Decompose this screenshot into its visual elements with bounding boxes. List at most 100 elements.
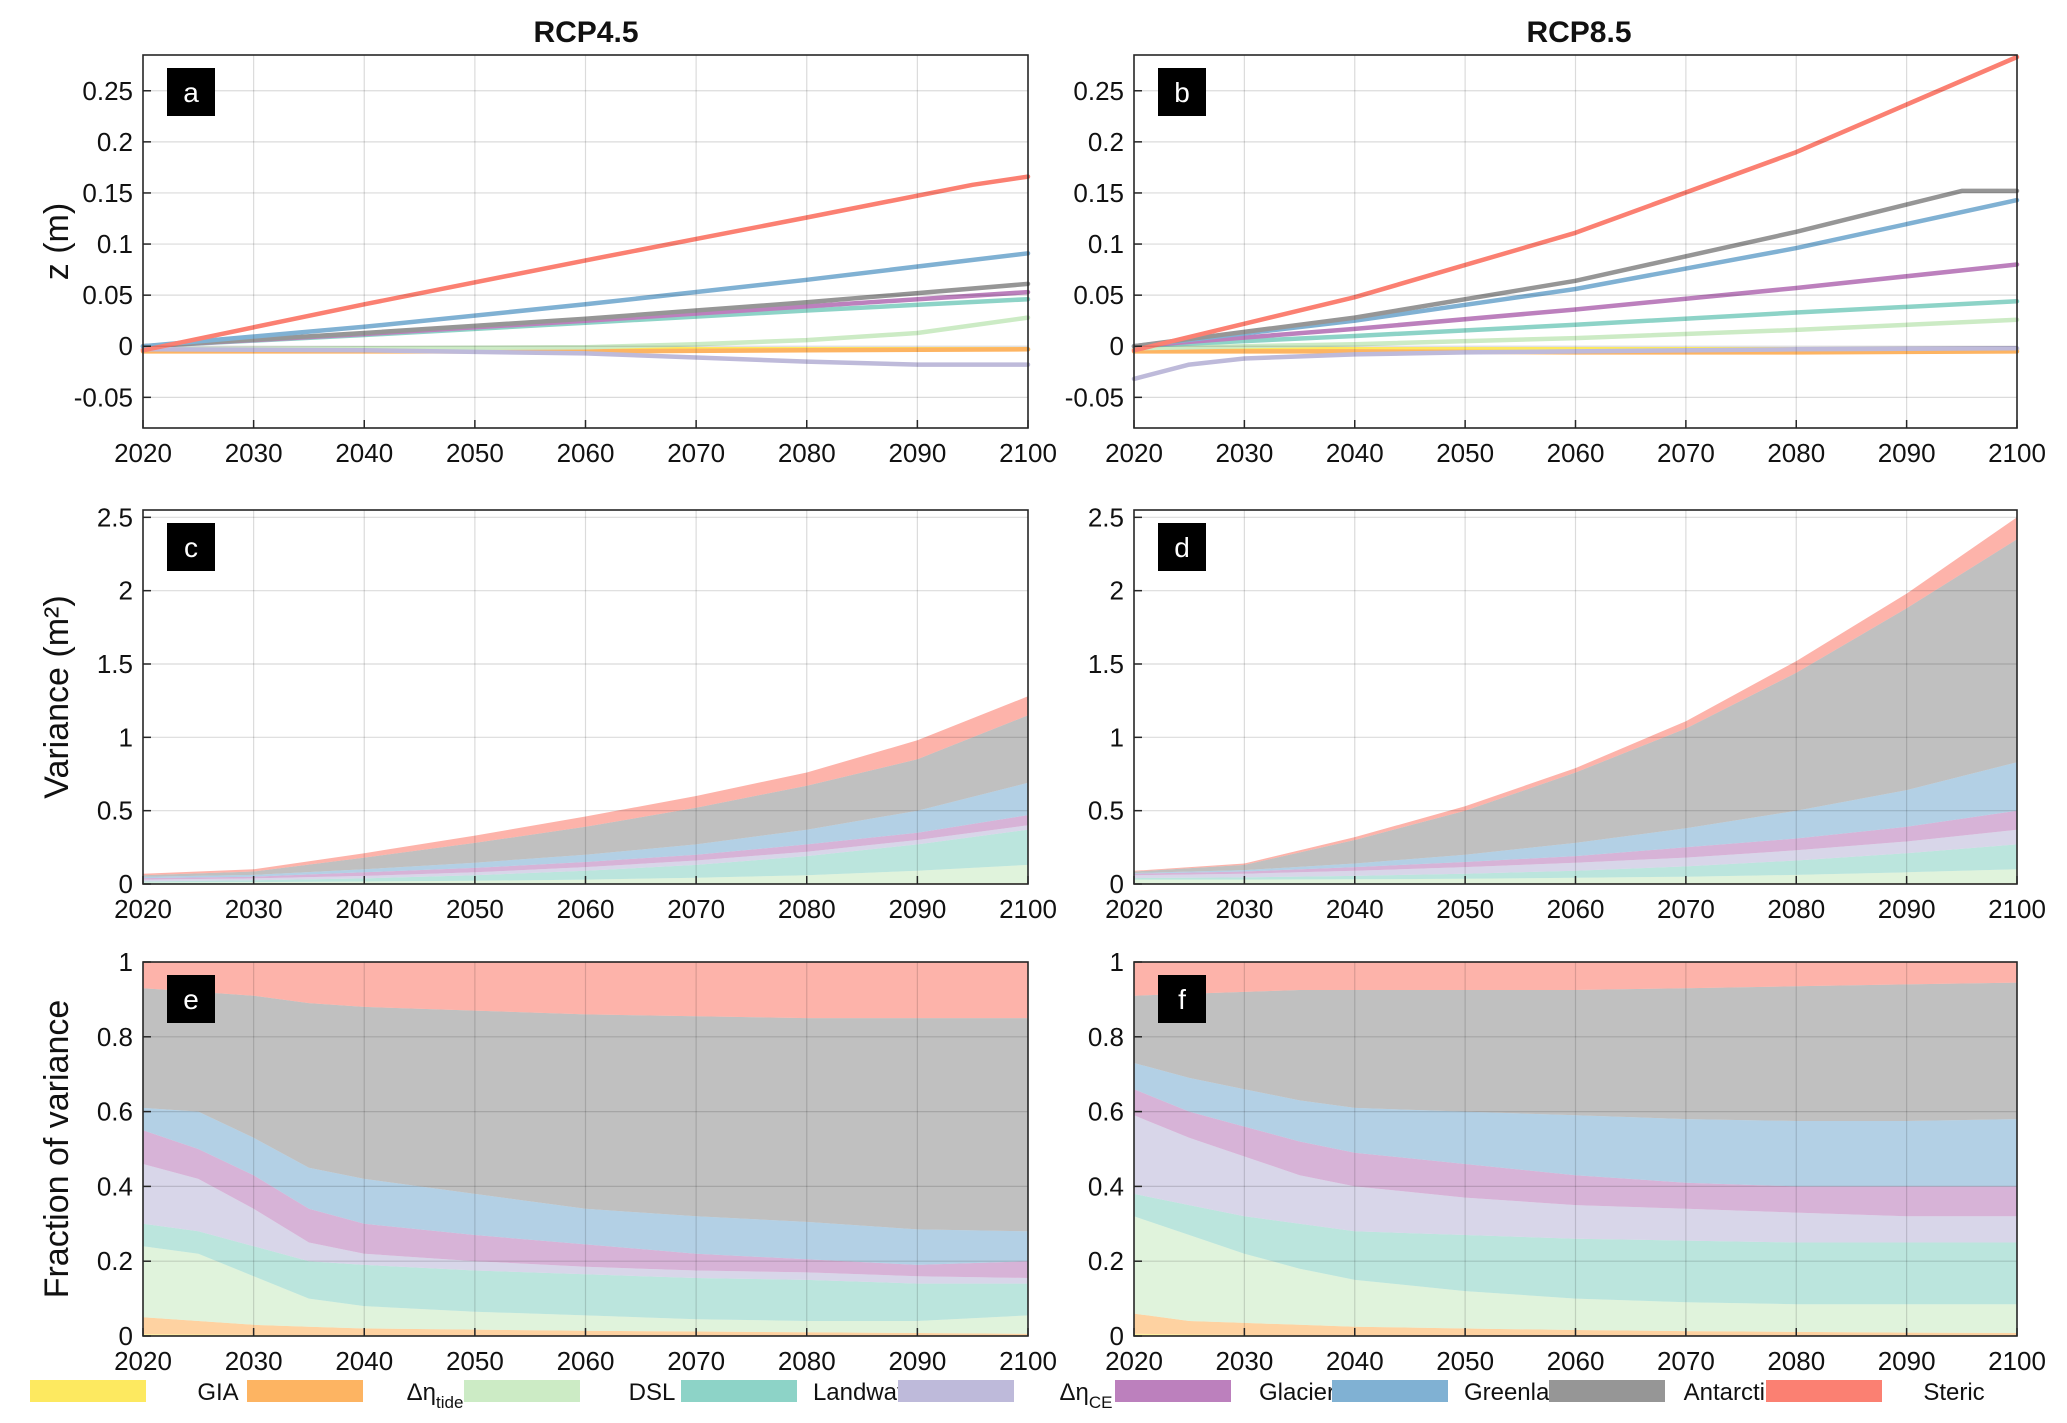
x-tick-label: 2080 [778, 894, 836, 924]
x-tick-label: 2030 [1215, 438, 1273, 468]
line-series [140, 174, 1031, 367]
x-tick-label: 2040 [335, 894, 393, 924]
area-dsl [143, 1246, 1028, 1334]
legend-item-antarctica: Antarctica [1549, 1379, 1791, 1406]
panel-label-box [1158, 68, 1206, 116]
grid [1134, 55, 2017, 428]
y-tick-label: 1 [119, 722, 133, 752]
legend-swatch [898, 1380, 1014, 1402]
area-dsl [1134, 1216, 2017, 1333]
area-glaciers [143, 1130, 1028, 1278]
x-tick-label: 2090 [1878, 1346, 1936, 1376]
x-tick-label: 2070 [667, 894, 725, 924]
area-glaciers [143, 815, 1028, 880]
x-tick-label: 2030 [225, 438, 283, 468]
y-tick-label: 0.5 [1088, 796, 1124, 826]
x-tick-label: 2030 [225, 894, 283, 924]
area-greenland [143, 1107, 1028, 1265]
x-tick-label: 2060 [1547, 1346, 1605, 1376]
legend-item-greenland: Greenland [1332, 1379, 1576, 1406]
legend-swatch [681, 1380, 797, 1402]
panel-b: 2020 2030 2040 2050 2060 2070 2080 2090 2100 -0.0… [1065, 54, 2046, 468]
legend-subscript: tide [436, 1393, 463, 1412]
legend-item-tide: Δηtide [247, 1379, 463, 1412]
y-tick-label: 0.1 [97, 229, 133, 259]
x-tick-label: 2060 [557, 1346, 615, 1376]
x-tick-label: 2050 [446, 438, 504, 468]
legend-item-landwater: Landwater [681, 1379, 925, 1406]
panel-label: f [1178, 984, 1186, 1015]
y-tick-label: 0 [1110, 331, 1124, 361]
x-tick-label: 2050 [1436, 438, 1494, 468]
legend-swatch [464, 1380, 580, 1402]
panel-d: 2020 2030 2040 2050 2060 2070 2080 2090 2100 0 0.5… [1088, 502, 2046, 924]
y-tick-label: 0 [1110, 1321, 1124, 1351]
x-tick-label: 2070 [667, 438, 725, 468]
line-ce [140, 347, 1031, 367]
line-steric [1131, 54, 2020, 353]
legend-item-glaciers: Glaciers [1115, 1379, 1347, 1406]
x-tick-label: 2060 [557, 438, 615, 468]
y-tick-label: 0.1 [1088, 229, 1124, 259]
column-title-rcp85: RCP8.5 [1526, 16, 1631, 49]
line-greenland [140, 251, 1031, 349]
area-antarctica [1134, 539, 2017, 873]
panel-label: c [184, 532, 198, 563]
x-tick-label: 2040 [335, 1346, 393, 1376]
x-tick-label: 2070 [667, 1346, 725, 1376]
y-tick-label: 0.2 [1088, 1246, 1124, 1276]
y-tick-label: 0.4 [97, 1171, 133, 1201]
y-tick-label: 2.5 [97, 502, 133, 532]
panel-c: 2020 2030 2040 2050 2060 2070 2080 2090 2100 0 0.5… [38, 502, 1057, 924]
y-tick-label: 0.6 [1088, 1097, 1124, 1127]
area-landwater [143, 1223, 1028, 1321]
area-ce [1134, 1115, 2017, 1243]
area-ce [143, 825, 1028, 882]
x-tick-label: 2030 [1215, 894, 1273, 924]
panel-label-box [1158, 975, 1206, 1023]
x-tick-label: 2040 [1326, 1346, 1384, 1376]
y-tick-label: 0 [119, 331, 133, 361]
x-tick-label: 2020 [114, 1346, 172, 1376]
x-tick-label: 2080 [778, 1346, 836, 1376]
y-tick-label: 0.8 [97, 1022, 133, 1052]
y-tick-label: 0 [1110, 869, 1124, 899]
x-tick-label: 2020 [1105, 894, 1163, 924]
y-tick-label: 0.2 [97, 127, 133, 157]
x-tick-label: 2050 [1436, 894, 1494, 924]
area-greenland [143, 782, 1028, 879]
x-tick-label: 2020 [114, 894, 172, 924]
legend-swatch [1766, 1380, 1882, 1402]
panel-label-box [1158, 523, 1206, 571]
panel-label: b [1174, 77, 1190, 108]
y-tick-label: 1 [1110, 947, 1124, 977]
line-glaciers [1131, 262, 2020, 349]
x-tick-label: 2070 [1657, 1346, 1715, 1376]
legend-label: DSL [629, 1379, 676, 1406]
y-tick-label: 0 [119, 1321, 133, 1351]
x-tick-label: 2070 [1657, 438, 1715, 468]
plot-area [1134, 55, 2017, 428]
x-tick-label: 2090 [1878, 894, 1936, 924]
y-tick-label: 2 [119, 576, 133, 606]
legend-swatch [1332, 1380, 1448, 1402]
x-tick-label: 2060 [1547, 438, 1605, 468]
legend-swatch [30, 1380, 146, 1402]
legend-label: ΔηCE [1059, 1379, 1112, 1412]
y-tick-label: 1.5 [1088, 649, 1124, 679]
x-tick-label: 2100 [1988, 894, 2046, 924]
panel-label-box [167, 68, 215, 116]
grid [143, 55, 1028, 428]
legend: GIA Δηtide DSL Landwater ΔηCE Glaciers Greenla… [30, 1379, 1985, 1412]
area-antarctica [143, 988, 1028, 1232]
x-tick-label: 2080 [1767, 1346, 1825, 1376]
line-dsl [1131, 317, 2020, 351]
legend-label: Δηtide [407, 1379, 464, 1412]
x-tick-label: 2030 [225, 1346, 283, 1376]
legend-item-ce: ΔηCE [898, 1379, 1113, 1412]
y-tick-label: 0.5 [97, 796, 133, 826]
line-ce [1131, 346, 2020, 382]
x-tick-label: 2060 [557, 894, 615, 924]
y-axis-label: Variance (m²) [38, 595, 76, 798]
